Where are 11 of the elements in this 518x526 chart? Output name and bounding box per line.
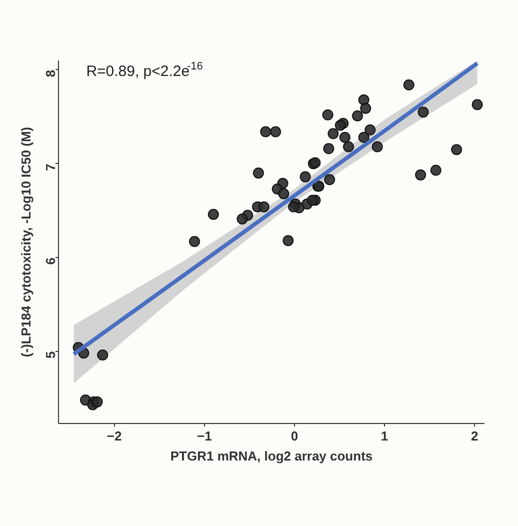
x-tick-label: 0 <box>290 428 298 444</box>
y-axis-title: (-)LP184 cytotoxicity, -Log10 IC50 (M) <box>18 126 34 358</box>
x-axis-title: PTGR1 mRNA, log2 array counts <box>170 448 373 464</box>
y-tick-label: 8 <box>43 70 58 78</box>
y-tick-label: 7 <box>43 164 58 171</box>
x-tick-label: −1 <box>196 428 212 444</box>
y-tick-label: 6 <box>43 257 58 265</box>
x-tick-label: 1 <box>380 428 388 444</box>
y-tick-label: 5 <box>43 351 58 359</box>
x-tick-label: −2 <box>106 428 122 444</box>
x-tick-label: 2 <box>470 428 478 444</box>
